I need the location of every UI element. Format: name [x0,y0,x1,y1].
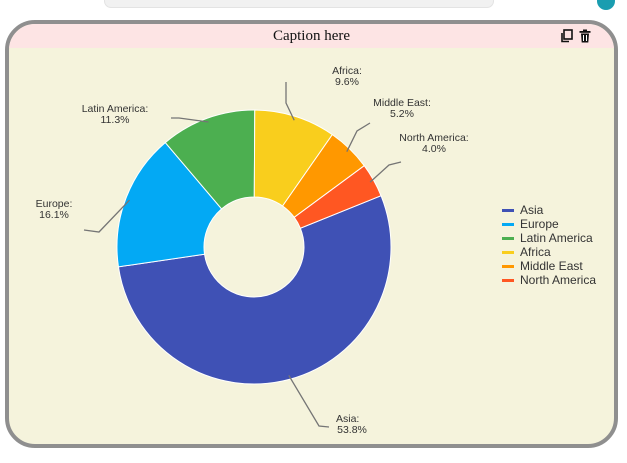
slice-label-value: 9.6% [335,76,359,88]
slice-label-value: 11.3% [101,114,130,126]
slice-label-value: 53.8% [337,424,367,436]
slice-label-value: 16.1% [39,209,69,221]
legend-label: Asia [520,203,544,217]
slice-label-name: Asia: [336,413,359,425]
leader-line [288,375,330,428]
leader-line [285,82,295,121]
slice-north-america[interactable] [293,165,382,229]
donut-chart: Asia: 53.8% Europe: 16.1% Latin America: 11.3… [9,48,614,444]
trash-icon[interactable] [578,29,592,43]
slice-label-name: Africa: [332,65,362,77]
caption-actions [560,29,592,43]
legend-swatch [502,208,514,212]
legend-item[interactable]: North America [502,273,596,287]
legend-label: Europe [520,217,559,231]
slice-label-value: 5.2% [390,108,414,120]
leader-line [83,199,131,233]
legend-swatch [502,236,514,240]
legend-label: Middle East [520,259,583,273]
legend-swatch [502,250,514,254]
legend-swatch [502,222,514,226]
slice-label-name: Europe: [36,198,73,210]
legend-item[interactable]: Europe [502,217,596,231]
leader-line [171,117,209,123]
browser-url-bar[interactable] [104,0,494,8]
slice-asia[interactable] [117,195,392,385]
legend-label: Africa [520,245,551,259]
caption-bar: Caption here [9,24,614,48]
slice-label-name: Latin America: [82,103,149,115]
legend-item[interactable]: Latin America [502,231,596,245]
legend-label: Latin America [520,231,593,245]
chart-legend: Asia Europe Latin America Africa Middle East… [502,203,596,287]
slice-label-value: 4.0% [422,143,446,155]
leader-line [346,122,371,153]
legend-item[interactable]: Middle East [502,259,596,273]
caption-title[interactable]: Caption here [272,28,351,44]
donut-chart-svg: Asia:53.8% Europe:16.1% Latin America:11.3… [36,65,469,436]
slice-europe[interactable] [116,141,223,268]
leader-line [369,161,402,183]
legend-label: North America [520,273,597,287]
profile-avatar[interactable] [597,0,615,10]
legend-swatch [502,264,514,268]
copy-icon[interactable] [560,29,574,43]
slice-label-name: North America: [399,132,468,144]
chart-widget: Caption here Asia: 53.8% Europe: 16.1% Lat [5,20,618,448]
legend-swatch [502,278,514,282]
legend-item[interactable]: Asia [502,203,596,217]
slice-label-name: Middle East: [373,97,431,109]
legend-item[interactable]: Africa [502,245,596,259]
